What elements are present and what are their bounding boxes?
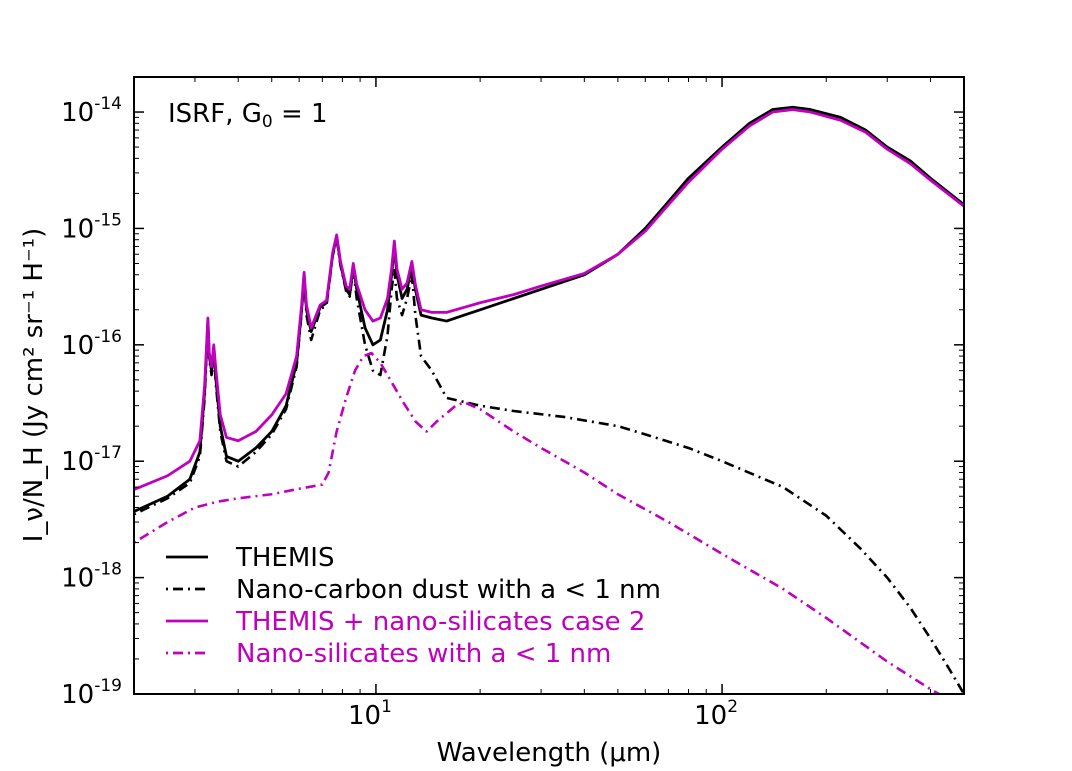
legend-label: Nano-carbon dust with a < 1 nm	[236, 575, 661, 605]
legend-label: THEMIS	[235, 543, 334, 573]
y-tick-label: 10-19	[61, 676, 122, 710]
legend-label: Nano-silicates with a < 1 nm	[236, 639, 611, 669]
y-tick-label: 10-18	[61, 560, 122, 594]
series-line-2	[134, 237, 964, 694]
plot-frame	[133, 76, 965, 695]
x-tick-label: 101	[348, 697, 392, 731]
y-tick-label: 10-15	[61, 210, 122, 244]
x-tick-label: 102	[694, 697, 738, 731]
y-tick-label: 10-14	[61, 94, 122, 128]
annotation: ISRF, G0 = 1	[168, 99, 328, 132]
x-tick-labels: 101 102	[348, 697, 738, 731]
y-tick-labels: 10-19 10-18 10-17 10-16 10-15 10-14	[61, 94, 122, 710]
x-axis-label: Wavelength (μm)	[437, 738, 662, 768]
y-tick-label: 10-17	[61, 443, 122, 477]
series-layer	[134, 105, 964, 694]
series-line-4	[134, 351, 942, 694]
y-tick-label: 10-16	[61, 327, 122, 361]
series-line-3	[134, 108, 964, 491]
series-line-1	[134, 105, 964, 513]
axis-ticks	[134, 77, 964, 695]
y-axis-label: I_ν/N_H (Jy cm² sr⁻¹ H⁻¹)	[19, 228, 49, 542]
legend-label: THEMIS + nano-silicates case 2	[235, 607, 645, 637]
